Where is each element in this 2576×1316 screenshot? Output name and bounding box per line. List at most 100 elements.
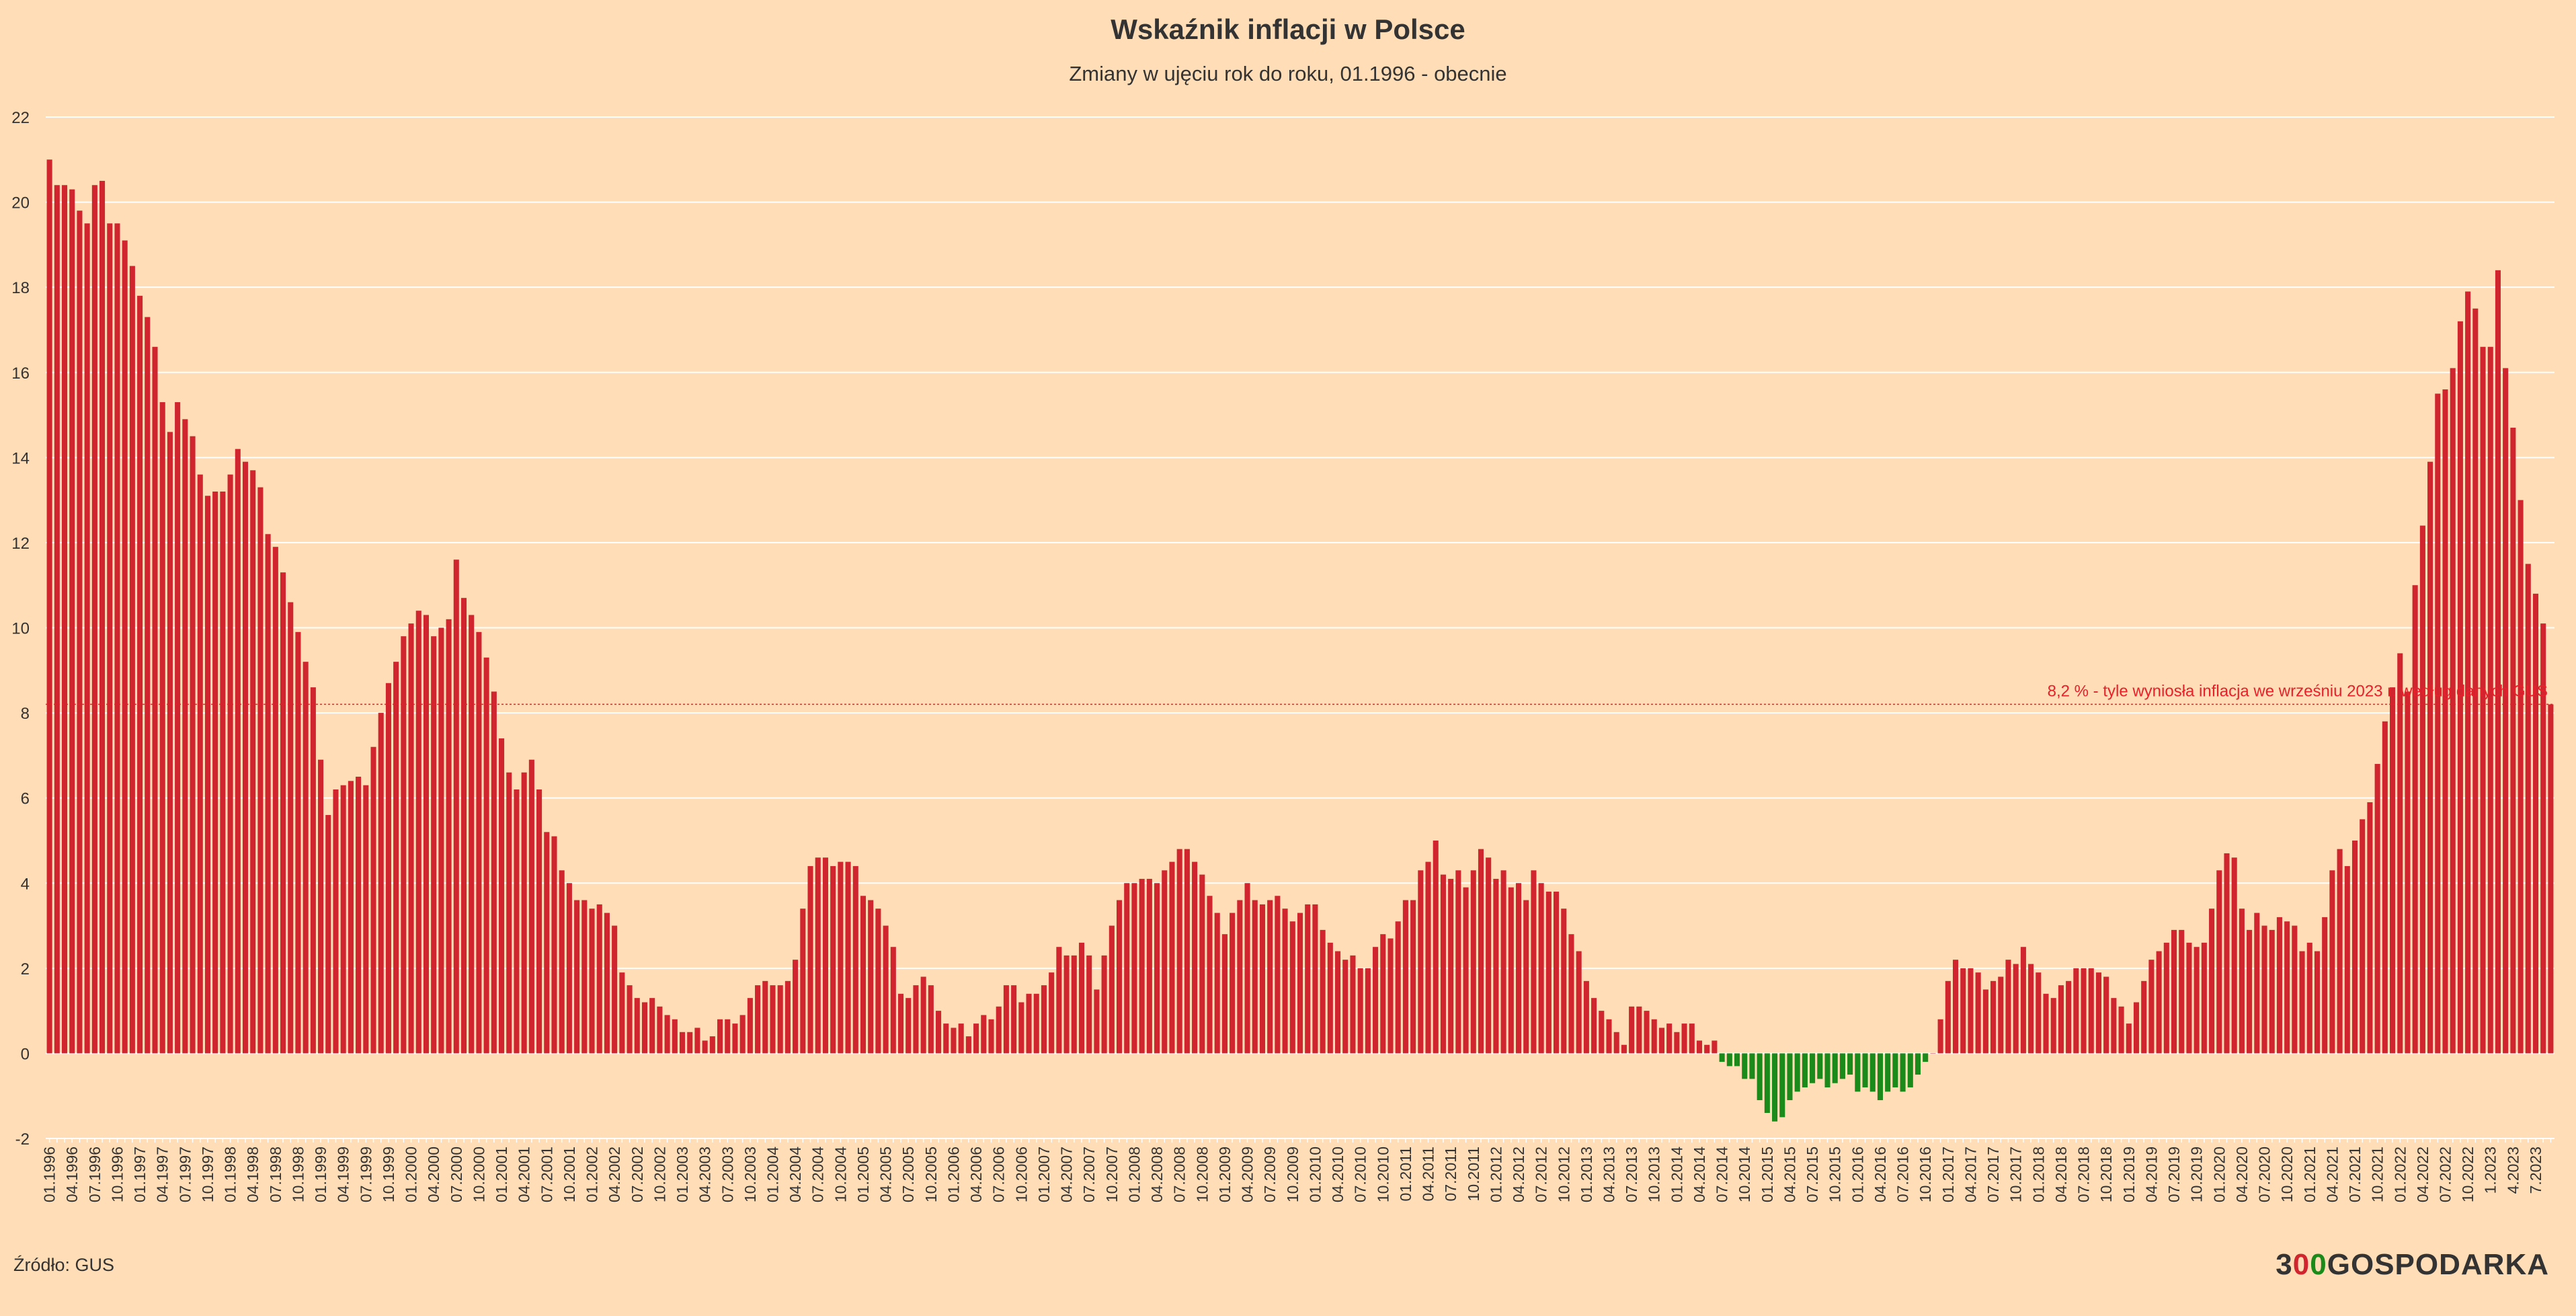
bar — [627, 985, 633, 1054]
bar — [1252, 900, 1258, 1054]
bar — [2503, 368, 2509, 1054]
x-tick-label: 01.1996 — [41, 1147, 58, 1202]
bar — [460, 598, 467, 1054]
bar — [1500, 870, 1506, 1054]
x-tick-label: 01.2019 — [2120, 1147, 2138, 1202]
bar — [2306, 942, 2312, 1054]
bar — [2179, 929, 2185, 1054]
bar — [182, 419, 188, 1054]
x-tick-label: 01.2014 — [1668, 1147, 1685, 1202]
bar — [91, 185, 97, 1054]
bar — [951, 1028, 957, 1054]
bar — [2239, 908, 2245, 1054]
bar — [838, 861, 844, 1054]
bar — [2360, 819, 2366, 1054]
y-tick-label: 4 — [21, 875, 30, 893]
x-tick-label: 07.2006 — [990, 1147, 1008, 1202]
bar — [1448, 878, 1454, 1054]
bar — [1915, 1053, 1921, 1075]
bar — [2457, 321, 2463, 1054]
x-tick-label: 04.1998 — [244, 1147, 261, 1202]
bar — [2111, 998, 2117, 1054]
bar — [996, 1006, 1002, 1054]
x-tick-label: 01.1998 — [222, 1147, 239, 1202]
reference-line-group: 8,2 % - tyle wyniosła inflacja we wrześn… — [46, 682, 2554, 705]
x-tick-label: 01.2000 — [403, 1147, 420, 1202]
bar — [159, 402, 165, 1054]
bar — [167, 432, 173, 1054]
bar — [1968, 968, 1974, 1054]
bar — [2382, 721, 2388, 1054]
bar — [1824, 1053, 1830, 1088]
chart-subtitle: Zmiany w ujęciu rok do roku, 01.1996 - o… — [1069, 62, 1507, 85]
x-tick-label: 04.2015 — [1781, 1147, 1798, 1202]
x-tick-label: 04.2009 — [1239, 1147, 1256, 1202]
y-tick-label: 18 — [11, 279, 30, 297]
bar — [1651, 1019, 1657, 1054]
bar — [1455, 870, 1461, 1054]
bar — [46, 159, 52, 1054]
bar — [99, 180, 106, 1054]
bar — [1591, 998, 1597, 1054]
bar — [2292, 925, 2298, 1054]
bar — [2337, 849, 2343, 1054]
bar — [2510, 428, 2516, 1054]
bar — [1244, 883, 1250, 1054]
bar — [528, 759, 534, 1054]
bar — [747, 998, 753, 1054]
bar — [1049, 972, 1055, 1054]
bar — [943, 1023, 949, 1054]
bar — [2548, 704, 2554, 1054]
bar — [1425, 861, 1431, 1054]
bar — [438, 627, 444, 1054]
bar — [2322, 917, 2328, 1054]
bar — [1621, 1044, 1627, 1054]
bar — [815, 857, 821, 1054]
bar — [581, 900, 588, 1054]
bar — [1192, 861, 1198, 1054]
bar — [1440, 874, 1446, 1054]
bar — [1094, 989, 1100, 1054]
bar — [2518, 500, 2524, 1054]
x-tick-label: 10.2004 — [832, 1147, 849, 1202]
x-tick-label: 01.2005 — [854, 1147, 872, 1202]
bar — [348, 781, 354, 1054]
bar — [1869, 1053, 1876, 1092]
x-tick-label: 10.1997 — [199, 1147, 216, 1202]
x-tick-label: 10.2017 — [2007, 1147, 2025, 1202]
bar — [1810, 1053, 1816, 1083]
bar — [1734, 1053, 1740, 1067]
bar — [2284, 921, 2290, 1054]
bar — [1885, 1053, 1891, 1092]
x-tick-label: 07.2014 — [1714, 1147, 1731, 1202]
bar — [988, 1019, 994, 1054]
bar — [1998, 976, 2004, 1054]
bar — [1907, 1053, 1913, 1088]
bar — [1832, 1053, 1838, 1083]
brand-logo: 300GOSPODARKA — [2276, 1248, 2549, 1282]
bar — [641, 1002, 648, 1054]
x-tick-label: 04.2004 — [787, 1147, 804, 1202]
bar — [1545, 891, 1552, 1054]
bar — [2435, 393, 2441, 1054]
bar — [1078, 942, 1085, 1054]
bar — [679, 1032, 686, 1054]
x-tick-label: 04.2010 — [1329, 1147, 1346, 1202]
bar — [1297, 913, 1303, 1054]
bar — [1757, 1053, 1763, 1101]
bar — [2374, 764, 2380, 1054]
bar — [2156, 951, 2162, 1054]
x-tick-label: 01.2012 — [1487, 1147, 1504, 1202]
bar — [197, 474, 203, 1054]
x-tick-label: 07.2013 — [1623, 1147, 1640, 1202]
bar — [777, 985, 783, 1054]
bar — [423, 615, 429, 1054]
bar — [2050, 998, 2056, 1054]
bar — [1644, 1011, 1650, 1054]
x-tick-label: 01.2013 — [1578, 1147, 1595, 1202]
bar — [822, 857, 828, 1054]
bar — [1418, 870, 1424, 1054]
bar — [1787, 1053, 1793, 1101]
reference-line-label: 8,2 % - tyle wyniosła inflacja we wrześn… — [2048, 682, 2548, 700]
bar — [2081, 968, 2087, 1054]
